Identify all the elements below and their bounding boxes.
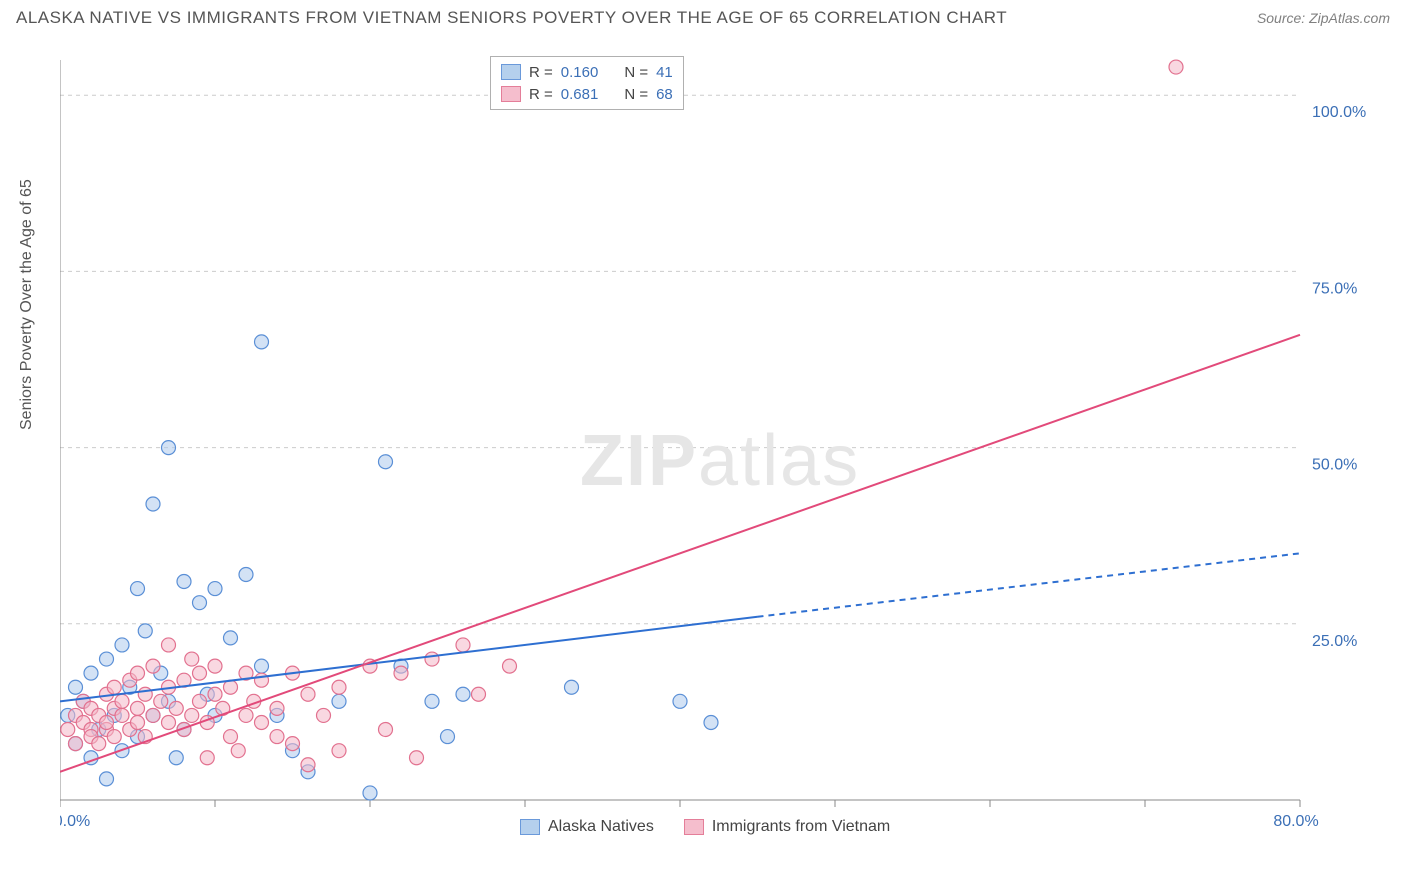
r-value-b: 0.681 (561, 86, 599, 103)
series-legend: Alaska Natives Immigrants from Vietnam (520, 818, 890, 836)
svg-text:75.0%: 75.0% (1312, 280, 1357, 297)
svg-text:0.0%: 0.0% (60, 813, 90, 830)
y-axis-label: Seniors Poverty Over the Age of 65 (18, 179, 36, 430)
svg-text:25.0%: 25.0% (1312, 633, 1357, 650)
scatter-chart-svg: 25.0% 50.0% 75.0% 100.0% 0.0% 80.0% (60, 50, 1380, 840)
swatch-alaska-icon (520, 819, 540, 835)
n-label: N = (624, 64, 648, 81)
n-value-b: 68 (656, 86, 673, 103)
legend-label-vietnam: Immigrants from Vietnam (712, 818, 890, 836)
source-label: Source: ZipAtlas.com (1257, 10, 1390, 26)
legend-item-alaska: Alaska Natives (520, 818, 654, 836)
legend-label-alaska: Alaska Natives (548, 818, 654, 836)
svg-text:50.0%: 50.0% (1312, 457, 1357, 474)
legend-item-vietnam: Immigrants from Vietnam (684, 818, 890, 836)
legend-row-a: R = 0.160 N = 41 (501, 61, 673, 83)
n-value-a: 41 (656, 64, 673, 81)
header-bar: ALASKA NATIVE VS IMMIGRANTS FROM VIETNAM… (0, 0, 1406, 32)
correlation-legend: R = 0.160 N = 41 R = 0.681 N = 68 (490, 56, 684, 110)
r-label: R = (529, 64, 553, 81)
swatch-vietnam-icon (684, 819, 704, 835)
svg-text:100.0%: 100.0% (1312, 104, 1366, 121)
chart-title: ALASKA NATIVE VS IMMIGRANTS FROM VIETNAM… (16, 8, 1007, 28)
n-label: N = (624, 86, 648, 103)
swatch-alaska (501, 64, 521, 80)
r-value-a: 0.160 (561, 64, 599, 81)
swatch-vietnam (501, 86, 521, 102)
legend-row-b: R = 0.681 N = 68 (501, 83, 673, 105)
svg-text:80.0%: 80.0% (1273, 813, 1318, 830)
chart-area: 25.0%50.0%75.0%100.0%0.0%80.0% ZIPatlas … (60, 50, 1380, 840)
r-label: R = (529, 86, 553, 103)
